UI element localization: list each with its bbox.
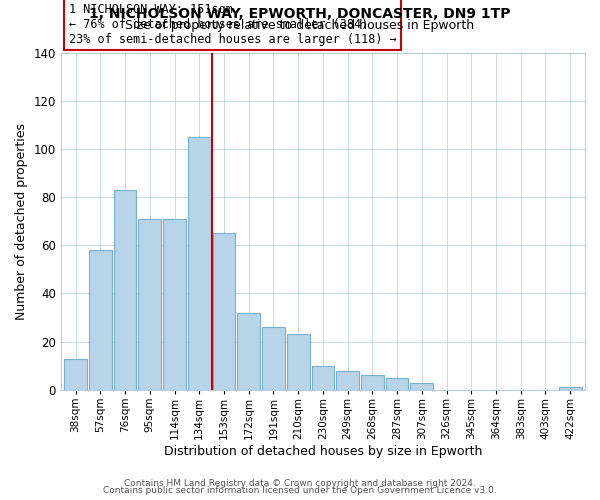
Bar (139, 219, 161, 390)
Bar (64, 358, 87, 390)
X-axis label: Distribution of detached houses by size in Epworth: Distribution of detached houses by size … (164, 444, 482, 458)
Bar (336, 370, 359, 390)
Bar (410, 382, 433, 390)
Bar (163, 219, 186, 390)
Bar (311, 366, 334, 390)
Text: 1 NICHOLSON WAY: 151sqm
← 76% of detached houses are smaller (384)
23% of semi-d: 1 NICHOLSON WAY: 151sqm ← 76% of detache… (68, 3, 397, 46)
Bar (89, 250, 112, 390)
Bar (386, 378, 409, 390)
Bar (188, 137, 211, 390)
Bar (361, 376, 384, 390)
Text: Contains HM Land Registry data © Crown copyright and database right 2024.: Contains HM Land Registry data © Crown c… (124, 478, 476, 488)
Text: Size of property relative to detached houses in Epworth: Size of property relative to detached ho… (125, 19, 475, 32)
Bar (559, 388, 581, 390)
Text: 1, NICHOLSON WAY, EPWORTH, DONCASTER, DN9 1TP: 1, NICHOLSON WAY, EPWORTH, DONCASTER, DN… (89, 8, 511, 22)
Bar (262, 327, 285, 390)
Bar (114, 190, 136, 390)
Y-axis label: Number of detached properties: Number of detached properties (15, 122, 28, 320)
Text: Contains public sector information licensed under the Open Government Licence v3: Contains public sector information licen… (103, 486, 497, 495)
Bar (212, 233, 235, 390)
Bar (238, 313, 260, 390)
Bar (287, 334, 310, 390)
